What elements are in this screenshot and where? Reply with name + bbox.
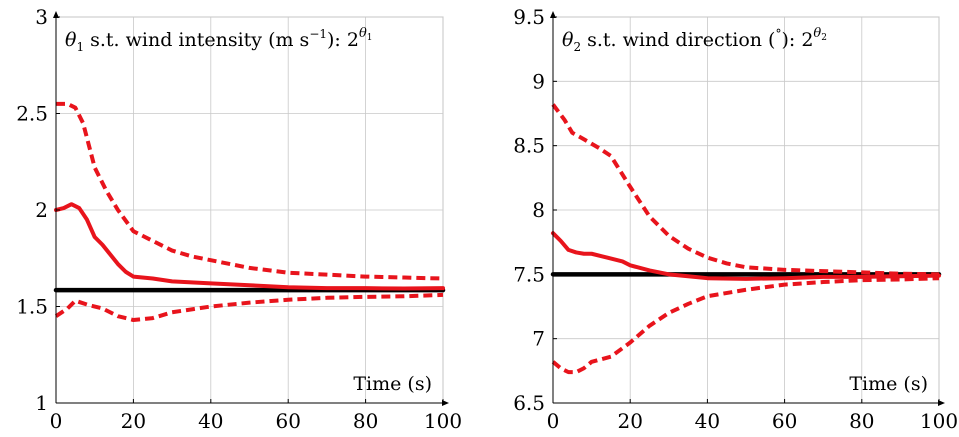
y-tick-label: 1.5 (16, 295, 48, 319)
series-mean-line (54, 202, 445, 291)
series-mean-line (551, 231, 941, 281)
y-tick-label: 9.5 (513, 5, 545, 29)
chart-panel-direction: 0 20 40 60 80 100 6.5 7 7.5 8 8.5 9 9.5 Time (s) θ2 s.… (513, 5, 958, 433)
series-lower-line (551, 276, 940, 375)
y-tick-label: 6.5 (513, 391, 545, 415)
x-axis-label: Time (s) (849, 373, 928, 395)
x-tick-label: 60 (275, 409, 300, 433)
x-tick-label: 20 (617, 409, 642, 433)
series-upper-line (56, 101, 444, 281)
y-tick-label: 8 (532, 198, 545, 222)
y-axis-arrow-icon (53, 11, 59, 18)
x-tick-label: 100 (424, 409, 462, 433)
x-tick-label: 100 (920, 409, 958, 433)
chart-title: θ1 s.t. wind intensity (m s−1): 2θ1 (65, 26, 373, 54)
y-axis-arrow-icon (550, 11, 556, 18)
chart-title: θ2 s.t. wind direction (°): 2θ2 (562, 26, 827, 54)
x-axis-label: Time (s) (353, 373, 432, 395)
y-tick-label: 2 (35, 198, 48, 222)
x-tick-label: 0 (547, 409, 560, 433)
x-tick-label: 20 (121, 409, 146, 433)
x-tick-label: 40 (695, 409, 720, 433)
chart-panel-intensity: 0 20 40 60 80 100 1 1.5 2 2.5 3 Time (s) θ1 s.t. win… (16, 5, 462, 433)
series-lower-line (54, 292, 444, 323)
y-tick-label: 3 (35, 5, 48, 29)
series-upper-line (551, 103, 940, 277)
x-tick-label: 0 (50, 409, 63, 433)
y-tick-label: 7.5 (513, 262, 545, 286)
y-tick-label: 1 (35, 391, 48, 415)
x-tick-label: 80 (849, 409, 874, 433)
x-tick-label: 60 (772, 409, 797, 433)
y-tick-label: 9 (532, 69, 545, 93)
y-tick-label: 7 (532, 327, 545, 351)
y-tick-label: 2.5 (16, 102, 48, 126)
x-tick-label: 40 (198, 409, 223, 433)
x-tick-label: 80 (353, 409, 378, 433)
x-axis-arrow-icon (938, 400, 945, 406)
y-tick-label: 8.5 (513, 134, 545, 158)
x-axis-arrow-icon (442, 400, 449, 406)
